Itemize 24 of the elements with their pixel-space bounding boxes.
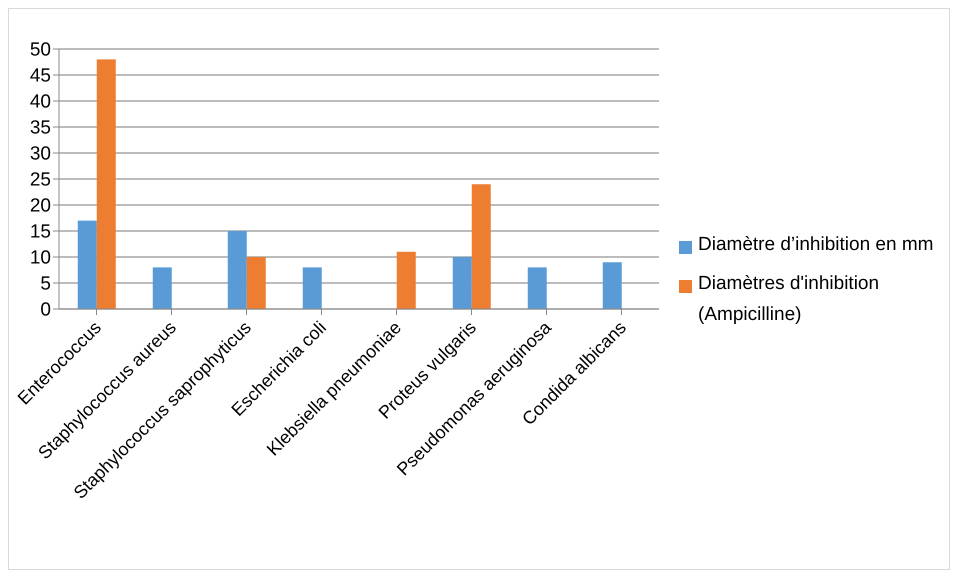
bar [472, 184, 491, 309]
y-tick-label: 0 [40, 300, 51, 321]
y-tick-label: 10 [30, 248, 51, 269]
y-tick-label: 5 [40, 274, 51, 295]
bar [302, 267, 322, 309]
bar [452, 257, 472, 309]
y-tick-label: 20 [30, 196, 51, 217]
bar [78, 220, 97, 309]
bar [228, 231, 247, 309]
y-tick-label: 15 [30, 222, 51, 243]
bar [528, 267, 547, 309]
legend-label: Diamètre d’inhibition en mm [698, 232, 934, 256]
bar [396, 252, 416, 309]
y-tick-label: 30 [30, 144, 51, 165]
bar [602, 262, 622, 309]
y-tick-label: 45 [30, 66, 51, 87]
y-tick-label: 35 [30, 118, 51, 139]
y-tick-label: 40 [30, 92, 51, 113]
bar [96, 59, 116, 309]
bar [152, 267, 172, 309]
y-tick-label: 25 [30, 170, 51, 191]
bar [246, 257, 266, 309]
legend-label: Diamètres d'inhibition (Ampicilline) [698, 272, 880, 326]
y-tick-label: 50 [30, 40, 51, 61]
